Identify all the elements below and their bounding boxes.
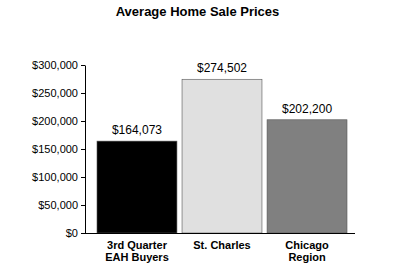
y-tick-mark — [81, 149, 85, 150]
y-tick-label: $50,000 — [38, 199, 78, 211]
y-tick-mark — [81, 205, 85, 206]
y-tick-label: $200,000 — [32, 115, 78, 127]
y-tick: $150,000 — [32, 143, 85, 155]
x-axis-line — [85, 233, 355, 234]
data-label: $274,502 — [197, 61, 247, 75]
y-tick-mark — [81, 65, 85, 66]
x-tick-label: ChicagoRegion — [285, 239, 329, 264]
data-label: $202,200 — [282, 102, 332, 116]
y-tick: $100,000 — [32, 171, 85, 183]
data-label: $164,073 — [112, 123, 162, 137]
bar — [182, 79, 262, 233]
y-tick-label: $150,000 — [32, 143, 78, 155]
y-tick-mark — [81, 177, 85, 178]
bar — [267, 120, 347, 233]
y-tick: $0 — [66, 227, 85, 239]
y-tick-label: $0 — [66, 227, 78, 239]
chart: Average Home Sale Prices $0 $50,000 $100,00… — [0, 0, 395, 275]
x-tick-label: St. Charles — [193, 239, 250, 251]
x-tick: St. Charles — [193, 239, 250, 251]
bars — [97, 79, 347, 233]
y-axis-line — [85, 66, 86, 234]
data-labels: $164,073 $274,502 $202,200 — [112, 61, 332, 137]
y-tick-mark — [81, 93, 85, 94]
y-axis: $0 $50,000 $100,000 $150,000 $200,000 $250,00… — [32, 59, 85, 239]
x-tick: 3rd QuarterEAH Buyers — [105, 239, 169, 264]
y-tick-mark — [81, 233, 85, 234]
x-axis: 3rd QuarterEAH Buyers St. Charles ChicagoR… — [85, 234, 355, 264]
y-tick: $200,000 — [32, 115, 85, 127]
title: Average Home Sale Prices — [116, 4, 280, 19]
bar — [97, 141, 177, 233]
y-tick-label: $300,000 — [32, 59, 78, 71]
x-tick-label: 3rd QuarterEAH Buyers — [105, 239, 169, 264]
y-tick-mark — [81, 121, 85, 122]
y-tick: $300,000 — [32, 59, 85, 71]
x-tick: ChicagoRegion — [285, 239, 329, 264]
y-tick: $250,000 — [32, 87, 85, 99]
y-tick: $50,000 — [38, 199, 85, 211]
y-tick-label: $100,000 — [32, 171, 78, 183]
y-tick-label: $250,000 — [32, 87, 78, 99]
